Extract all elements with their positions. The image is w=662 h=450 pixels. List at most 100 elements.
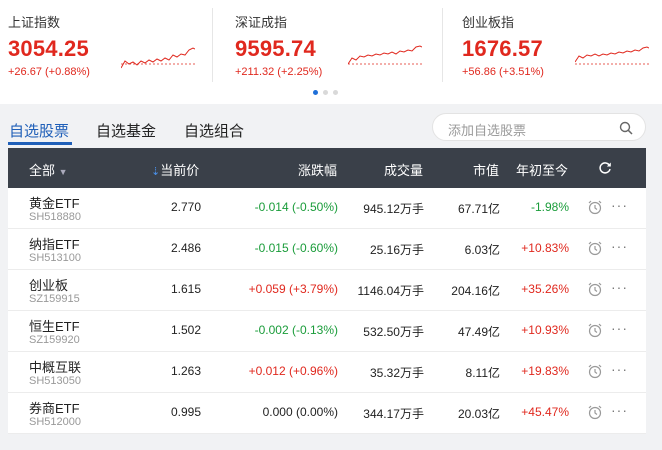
stock-market-cap: 20.03亿 bbox=[457, 407, 500, 421]
index-change: +26.67 (+0.88%) bbox=[8, 66, 90, 78]
stock-ytd: +35.26% bbox=[521, 282, 569, 296]
refresh-icon[interactable] bbox=[598, 161, 612, 175]
index-change: +211.32 (+2.25%) bbox=[235, 66, 323, 78]
watchlist-tabs: 自选股票 自选基金 自选组合 bbox=[0, 104, 662, 148]
stock-market-cap: 8.11亿 bbox=[465, 366, 500, 380]
stock-market-cap: 204.16亿 bbox=[451, 284, 500, 298]
stock-market-cap: 47.49亿 bbox=[457, 325, 500, 339]
stock-code: SH513050 bbox=[29, 375, 81, 387]
table-row[interactable]: 恒生ETF SZ159920 1.502 -0.002 (-0.13%) 532.50万… bbox=[8, 311, 646, 352]
alarm-clock-icon[interactable] bbox=[587, 240, 603, 256]
stock-volume: 945.12万手 bbox=[363, 202, 424, 216]
index-ticker-panel: 上证指数 3054.25 +26.67 (+0.88%) 深证成指 9595.7… bbox=[0, 0, 662, 104]
stock-volume: 1146.04万手 bbox=[357, 284, 425, 298]
index-card-chinext[interactable]: 创业板指 1676.57 +56.86 (+3.51%) bbox=[462, 8, 662, 88]
stock-code: SH512000 bbox=[29, 416, 81, 428]
stock-price: 2.486 bbox=[170, 241, 201, 255]
stock-change: -0.014 (-0.50%) bbox=[254, 200, 338, 214]
table-row[interactable]: 纳指ETF SH513100 2.486 -0.015 (-0.60%) 25.16万手… bbox=[8, 229, 646, 270]
more-options-icon[interactable]: ··· bbox=[611, 279, 628, 295]
table-row[interactable]: 黄金ETF SH518880 2.770 -0.014 (-0.50%) 945.12万… bbox=[8, 188, 646, 229]
more-options-icon[interactable]: ··· bbox=[611, 238, 628, 254]
sort-arrow-icon: ⇣ bbox=[151, 166, 161, 178]
stock-volume: 35.32万手 bbox=[369, 366, 424, 380]
index-card-shanghai[interactable]: 上证指数 3054.25 +26.67 (+0.88%) bbox=[8, 8, 218, 88]
index-value: 3054.25 bbox=[8, 36, 89, 61]
stock-ytd: +10.83% bbox=[521, 241, 569, 255]
stock-price: 1.502 bbox=[170, 323, 201, 337]
alarm-clock-icon[interactable] bbox=[587, 199, 603, 215]
table-row[interactable]: 创业板 SZ159915 1.615 +0.059 (+3.79%) 1146.04万手… bbox=[8, 270, 646, 311]
stock-change: 0.000 (0.00%) bbox=[262, 405, 338, 419]
stock-price: 2.770 bbox=[170, 200, 201, 214]
stock-name: 券商ETF bbox=[29, 401, 80, 416]
stock-code: SZ159920 bbox=[29, 334, 80, 346]
table-header: 全部 ▼ ⇣当前价 涨跌幅 成交量 市值 年初至今 bbox=[8, 148, 646, 188]
stock-ytd: +45.47% bbox=[521, 405, 569, 419]
header-ytd[interactable]: 年初至今 bbox=[516, 163, 569, 178]
tab-funds[interactable]: 自选基金 bbox=[96, 123, 157, 140]
index-value: 9595.74 bbox=[235, 36, 316, 61]
sparkline-icon bbox=[575, 46, 649, 65]
stock-name: 创业板 bbox=[29, 278, 69, 293]
alarm-clock-icon[interactable] bbox=[587, 322, 603, 338]
header-volume[interactable]: 成交量 bbox=[384, 163, 424, 178]
search-placeholder: 添加自选股票 bbox=[448, 123, 527, 138]
alarm-clock-icon[interactable] bbox=[587, 363, 603, 379]
alarm-clock-icon[interactable] bbox=[587, 404, 603, 420]
stock-price: 0.995 bbox=[170, 405, 201, 419]
more-options-icon[interactable]: ··· bbox=[611, 197, 628, 213]
divider bbox=[212, 8, 213, 82]
index-name: 上证指数 bbox=[8, 15, 61, 30]
stock-volume: 532.50万手 bbox=[363, 325, 424, 339]
header-price-sort[interactable]: ⇣当前价 bbox=[151, 160, 199, 179]
index-name: 创业板指 bbox=[462, 15, 515, 30]
sparkline-icon bbox=[348, 45, 422, 65]
stock-name: 中概互联 bbox=[29, 360, 82, 375]
index-change: +56.86 (+3.51%) bbox=[462, 66, 544, 78]
stock-name: 恒生ETF bbox=[29, 319, 80, 334]
more-options-icon[interactable]: ··· bbox=[611, 320, 628, 336]
stock-price: 1.263 bbox=[170, 364, 201, 378]
stock-change: +0.059 (+3.79%) bbox=[248, 282, 338, 296]
stock-change: -0.002 (-0.13%) bbox=[254, 323, 338, 337]
tab-stocks[interactable]: 自选股票 bbox=[9, 123, 70, 140]
stock-ytd: -1.98% bbox=[530, 200, 569, 214]
active-tab-indicator bbox=[8, 142, 72, 145]
stock-name: 纳指ETF bbox=[29, 237, 80, 252]
stock-change: +0.012 (+0.96%) bbox=[248, 364, 338, 378]
table-row[interactable]: 券商ETF SH512000 0.995 0.000 (0.00%) 344.17万手 2… bbox=[8, 393, 646, 434]
stock-name: 黄金ETF bbox=[29, 196, 80, 211]
index-value: 1676.57 bbox=[462, 36, 543, 61]
search-icon[interactable] bbox=[619, 121, 633, 135]
sparkline-icon bbox=[121, 47, 195, 69]
carousel-dot-2[interactable] bbox=[323, 90, 328, 95]
more-options-icon[interactable]: ··· bbox=[611, 361, 628, 377]
carousel-dot-1[interactable] bbox=[313, 90, 318, 95]
stock-code: SH518880 bbox=[29, 211, 81, 223]
carousel-dot-3[interactable] bbox=[333, 90, 338, 95]
header-price-label: 当前价 bbox=[160, 163, 200, 178]
tab-portfolios[interactable]: 自选组合 bbox=[184, 123, 245, 140]
stock-market-cap: 6.03亿 bbox=[464, 243, 500, 257]
stock-volume: 25.16万手 bbox=[369, 243, 424, 257]
search-input[interactable]: 添加自选股票 bbox=[432, 113, 646, 141]
stock-ytd: +19.83% bbox=[521, 364, 569, 378]
chevron-down-icon: ▼ bbox=[58, 167, 68, 177]
header-all-filter[interactable]: 全部 ▼ bbox=[29, 160, 68, 179]
table-row[interactable]: 中概互联 SH513050 1.263 +0.012 (+0.96%) 35.32万手 8… bbox=[8, 352, 646, 393]
header-all-label: 全部 bbox=[29, 163, 56, 178]
stock-code: SH513100 bbox=[29, 252, 81, 264]
header-market-cap[interactable]: 市值 bbox=[473, 163, 500, 178]
header-change[interactable]: 涨跌幅 bbox=[298, 163, 338, 178]
alarm-clock-icon[interactable] bbox=[587, 281, 603, 297]
index-card-shenzhen[interactable]: 深证成指 9595.74 +211.32 (+2.25%) bbox=[235, 8, 445, 88]
stock-ytd: +10.93% bbox=[521, 323, 569, 337]
stock-price: 1.615 bbox=[170, 282, 201, 296]
watchlist-table: 全部 ▼ ⇣当前价 涨跌幅 成交量 市值 年初至今 黄金ETF SH518880 2… bbox=[8, 148, 646, 434]
stock-volume: 344.17万手 bbox=[363, 407, 424, 421]
more-options-icon[interactable]: ··· bbox=[611, 402, 628, 418]
stock-market-cap: 67.71亿 bbox=[457, 202, 500, 216]
stock-change: -0.015 (-0.60%) bbox=[254, 241, 338, 255]
index-name: 深证成指 bbox=[235, 15, 288, 30]
